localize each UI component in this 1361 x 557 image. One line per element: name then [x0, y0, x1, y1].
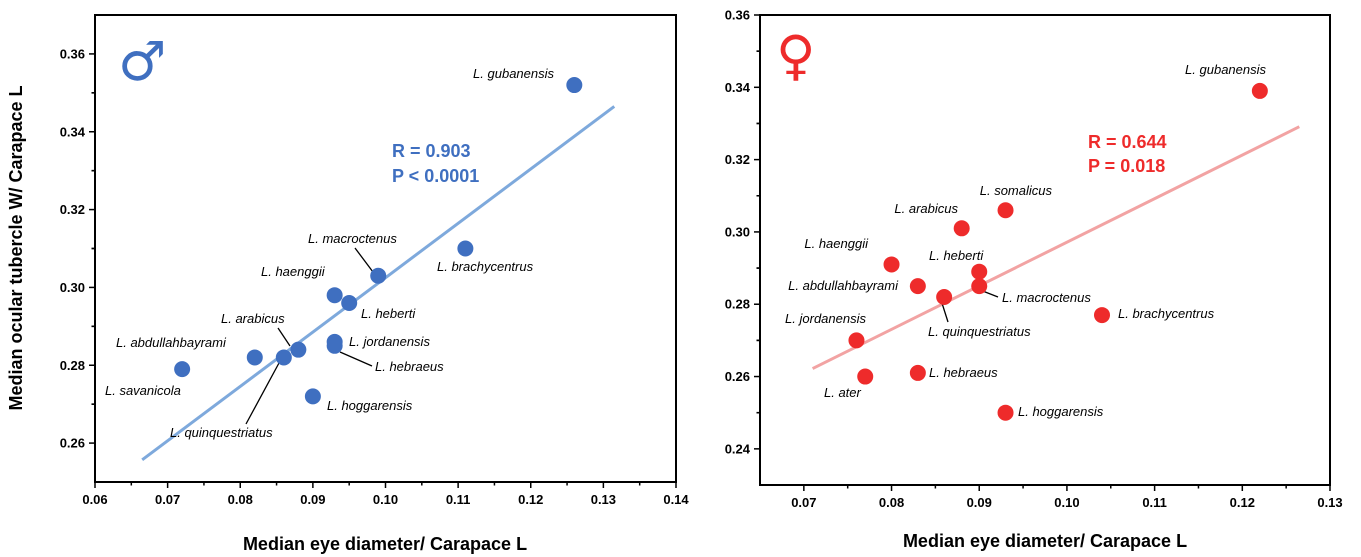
x-tick-label: 0.12 [1230, 495, 1255, 510]
point-label: L. hoggarensis [1018, 404, 1104, 419]
data-point [1251, 82, 1268, 99]
data-point [909, 364, 926, 381]
data-point [341, 294, 358, 311]
y-tick-label: 0.32 [60, 202, 85, 217]
data-point [997, 202, 1014, 219]
data-point [857, 368, 874, 385]
x-tick-label: 0.09 [300, 492, 325, 507]
data-point [275, 349, 292, 366]
y-tick-label: 0.36 [725, 8, 750, 23]
point-label: L. brachycentrus [1118, 306, 1215, 321]
data-point [848, 332, 865, 349]
point-label: L. somalicus [980, 183, 1053, 198]
point-label: L. hoggarensis [327, 398, 413, 413]
plot-frame [759, 14, 1331, 486]
stat-text: R = 0.644 [1088, 132, 1167, 152]
y-tick-label: 0.30 [725, 224, 750, 239]
label-leader-line [277, 327, 291, 347]
data-point [457, 240, 474, 257]
point-label: L. quinquestriatus [928, 324, 1031, 339]
y-tick-label: 0.28 [725, 297, 750, 312]
point-label: L. hebraeus [929, 365, 998, 380]
x-tick-label: 0.13 [591, 492, 616, 507]
female-panel: 0.07 0.08 0.09 0.10 0.11 0.12 0.13 0.24 0.26 0.28… [725, 8, 1343, 552]
x-tick-label: 0.08 [879, 495, 904, 510]
point-label: L. heberti [361, 306, 416, 321]
y-tick-label: 0.26 [725, 369, 750, 384]
stat-text: P < 0.0001 [392, 166, 479, 186]
female-symbol-icon: ♀ [776, 24, 816, 87]
data-point [883, 256, 900, 273]
male-symbol-icon: ♂ [118, 30, 166, 93]
y-tick-label: 0.36 [60, 46, 85, 61]
y-tick-label: 0.30 [60, 280, 85, 295]
data-point [953, 220, 970, 237]
x-axis-title: Median eye diameter/ Carapace L [243, 534, 527, 554]
point-label: L. savanicola [105, 383, 181, 398]
point-label: L. macroctenus [1002, 290, 1091, 305]
y-tick-label: 0.24 [725, 441, 751, 456]
data-point [246, 349, 263, 366]
data-point [326, 287, 343, 304]
y-tick-label: 0.28 [60, 358, 85, 373]
stat-text: P = 0.018 [1088, 156, 1165, 176]
x-axis-title: Median eye diameter/ Carapace L [903, 531, 1187, 551]
data-point [304, 388, 321, 405]
x-tick-label: 0.11 [446, 492, 471, 507]
x-tick-label: 0.07 [791, 495, 816, 510]
y-axis-title: Median ocular tubercle W/ Carapace L [6, 85, 26, 410]
data-point [326, 337, 343, 354]
point-label: L. arabicus [221, 311, 285, 326]
data-point [997, 404, 1014, 421]
y-tick-label: 0.26 [60, 436, 85, 451]
point-label: L. abdullahbayrami [788, 278, 899, 293]
data-point [909, 278, 926, 295]
x-tick-label: 0.10 [1054, 495, 1079, 510]
x-tick-label: 0.09 [967, 495, 992, 510]
y-tick-label: 0.32 [725, 152, 750, 167]
point-label: L. brachycentrus [437, 259, 534, 274]
male-panel: 0.06 0.07 0.08 0.09 0.10 0.11 0.12 0.13 0.14 0.26… [6, 14, 689, 554]
x-tick-label: 0.12 [518, 492, 543, 507]
data-point [936, 289, 953, 305]
data-point [370, 267, 387, 284]
point-label: L. heberti [929, 248, 984, 263]
data-point [1094, 307, 1110, 324]
data-point [971, 263, 988, 280]
point-label: L. jordanensis [349, 334, 430, 349]
label-leader-line [245, 362, 280, 425]
data-point [971, 278, 988, 295]
point-label: L. quinquestriatus [170, 425, 273, 440]
x-tick-label: 0.13 [1317, 495, 1342, 510]
x-tick-label: 0.11 [1142, 495, 1167, 510]
y-tick-label: 0.34 [60, 124, 86, 139]
x-tick-label: 0.10 [373, 492, 398, 507]
data-point [290, 341, 307, 358]
point-label: L. macroctenus [308, 231, 397, 246]
point-label: L. haenggii [261, 264, 326, 279]
point-label: L. gubanensis [1185, 62, 1266, 77]
stat-text: R = 0.903 [392, 141, 471, 161]
label-leader-line [354, 247, 374, 273]
x-tick-label: 0.14 [663, 492, 689, 507]
y-tick-label: 0.34 [725, 80, 751, 95]
data-point [174, 361, 191, 378]
point-label: L. gubanensis [473, 66, 554, 81]
x-tick-label: 0.08 [228, 492, 253, 507]
point-label: L. haenggii [804, 236, 869, 251]
regression-line [811, 125, 1300, 370]
point-label: L. arabicus [894, 201, 958, 216]
point-label: L. jordanensis [785, 311, 866, 326]
point-label: L. hebraeus [375, 359, 444, 374]
point-label: L. ater [824, 385, 862, 400]
x-tick-label: 0.06 [82, 492, 107, 507]
label-leader-line [339, 351, 373, 367]
x-tick-label: 0.07 [155, 492, 180, 507]
point-label: L. abdullahbayrami [116, 335, 227, 350]
data-point [566, 77, 583, 94]
